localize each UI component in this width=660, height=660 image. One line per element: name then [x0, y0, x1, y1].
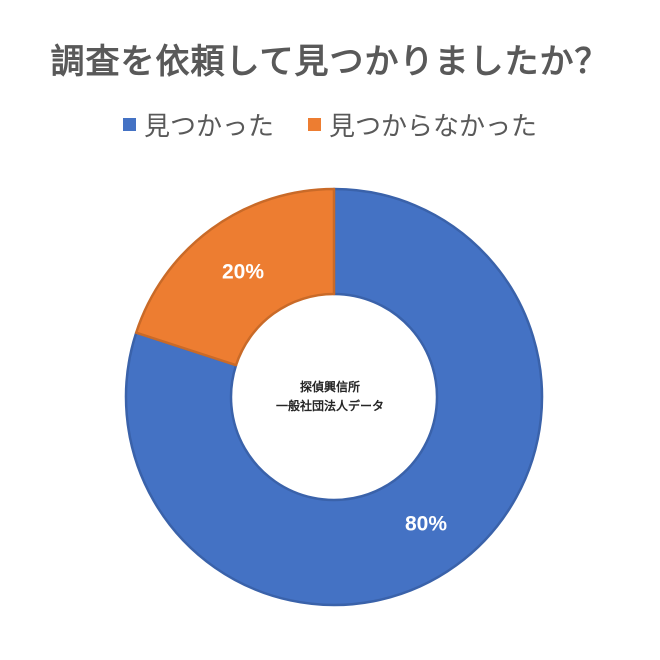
slice-label-not-found: 20% [222, 261, 264, 284]
center-text-line-1: 探偵興信所 [299, 380, 360, 394]
legend-swatch-not-found [308, 118, 321, 131]
donut-center-text: 探偵興信所 一般社団法人データ [230, 378, 430, 416]
center-text-line-2: 一般社団法人データ [275, 399, 384, 413]
legend-label-not-found: 見つからなかった [329, 112, 538, 142]
legend-swatch-found [122, 118, 136, 131]
donut-slice-not-found [134, 187, 336, 367]
legend-entry-not-found: 見つからなかった [308, 106, 537, 143]
legend: 見つかった 見つからなかった [0, 106, 660, 143]
legend-entry-found: 見つかった [122, 106, 274, 143]
slice-label-found: 80% [405, 513, 447, 536]
legend-label-found: 見つかった [143, 112, 274, 142]
chart-title: 調査を依頼して見つかりましたか？ [50, 42, 610, 82]
donut-slice-found [124, 187, 544, 607]
